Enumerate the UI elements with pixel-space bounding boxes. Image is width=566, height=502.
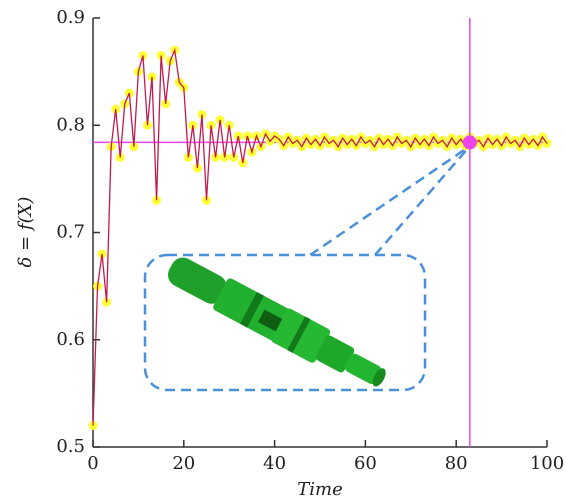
x-tick-label: 0 [87,453,98,474]
inset [143,144,471,392]
y-tick-label: 0.5 [56,436,85,457]
x-axis-label: Time [297,479,342,500]
callout-line [374,145,471,256]
y-tick-label: 0.8 [56,114,85,135]
x-tick-label: 100 [530,453,564,474]
component-image [167,257,386,387]
callout-line [309,144,471,257]
x-tick-label: 40 [263,453,286,474]
x-tick-label: 80 [445,453,468,474]
crosshair-point [462,135,477,150]
x-tick-label: 20 [172,453,195,474]
y-axis-label: δ = f(X) [15,197,36,268]
y-tick-label: 0.9 [56,7,85,28]
y-tick-label: 0.6 [56,329,85,350]
y-tick-label: 0.7 [56,222,85,243]
x-tick-label: 60 [354,453,377,474]
